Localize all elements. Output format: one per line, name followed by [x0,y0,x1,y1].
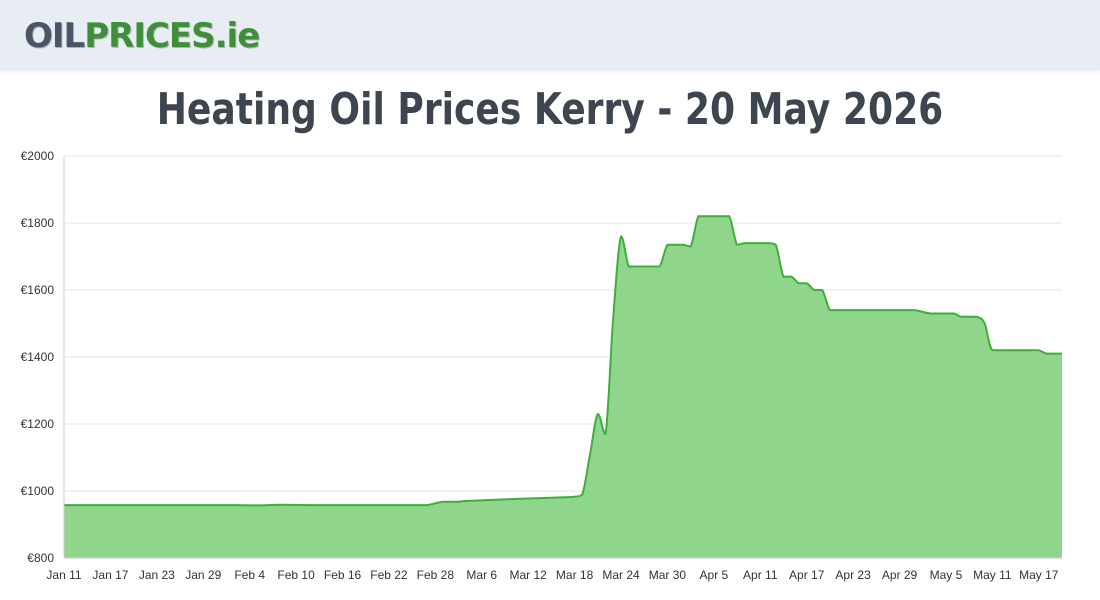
x-tick-label: Apr 17 [789,568,825,582]
y-tick-label: €1600 [21,283,55,297]
x-tick-label: May 5 [930,568,963,582]
site-header: OILPRICES.ie [0,0,1100,70]
y-tick-label: €1800 [21,216,55,230]
x-tick-label: Apr 23 [835,568,871,582]
x-tick-label: Feb 22 [370,568,408,582]
x-tick-label: Jan 17 [92,568,128,582]
x-tick-label: Mar 24 [602,568,640,582]
x-axis-ticks: Jan 11 Jan 17 Jan 23 Jan 29 Feb 4 Feb 10 Feb 1… [46,568,1058,582]
y-tick-label: €1400 [21,350,55,364]
x-tick-label: May 11 [973,568,1012,582]
plot-area [63,215,1062,559]
logo-text-prices: PRICES [84,16,215,56]
chart-axes [63,156,1062,559]
x-tick-label: Feb 16 [324,568,362,582]
x-tick-label: Apr 11 [743,568,778,582]
y-axis-ticks: €800 €1000 €1200 €1400 €1600 €1800 €2000 [21,149,55,565]
x-tick-label: Mar 6 [466,568,497,582]
logo-text-ie: .ie [214,16,261,56]
chart-title: Heating Oil Prices Kerry - 20 May 2026 [156,84,944,135]
site-logo[interactable]: OILPRICES.ie [24,14,261,58]
x-tick-label: Apr 29 [882,568,918,582]
y-tick-label: €800 [27,551,54,565]
x-tick-label: May 17 [1019,568,1059,582]
x-tick-label: Feb 4 [234,568,265,582]
chart-gridlines [64,155,1062,492]
x-tick-label: Jan 29 [185,568,221,582]
price-area-fill [64,216,1062,559]
y-tick-label: €1200 [21,417,55,431]
y-tick-label: €2000 [21,149,55,163]
logo-text-oil: OIL [24,16,85,56]
y-tick-label: €1000 [21,484,55,498]
x-tick-label: Jan 23 [139,568,175,582]
x-tick-label: Feb 10 [277,568,315,582]
x-tick-label: Apr 5 [700,568,729,582]
x-tick-label: Mar 12 [510,568,548,582]
x-tick-label: Feb 28 [417,568,455,582]
price-line [63,215,1062,507]
x-tick-label: Mar 30 [649,568,687,582]
x-tick-label: Mar 18 [556,568,594,582]
x-tick-label: Jan 11 [46,568,81,582]
